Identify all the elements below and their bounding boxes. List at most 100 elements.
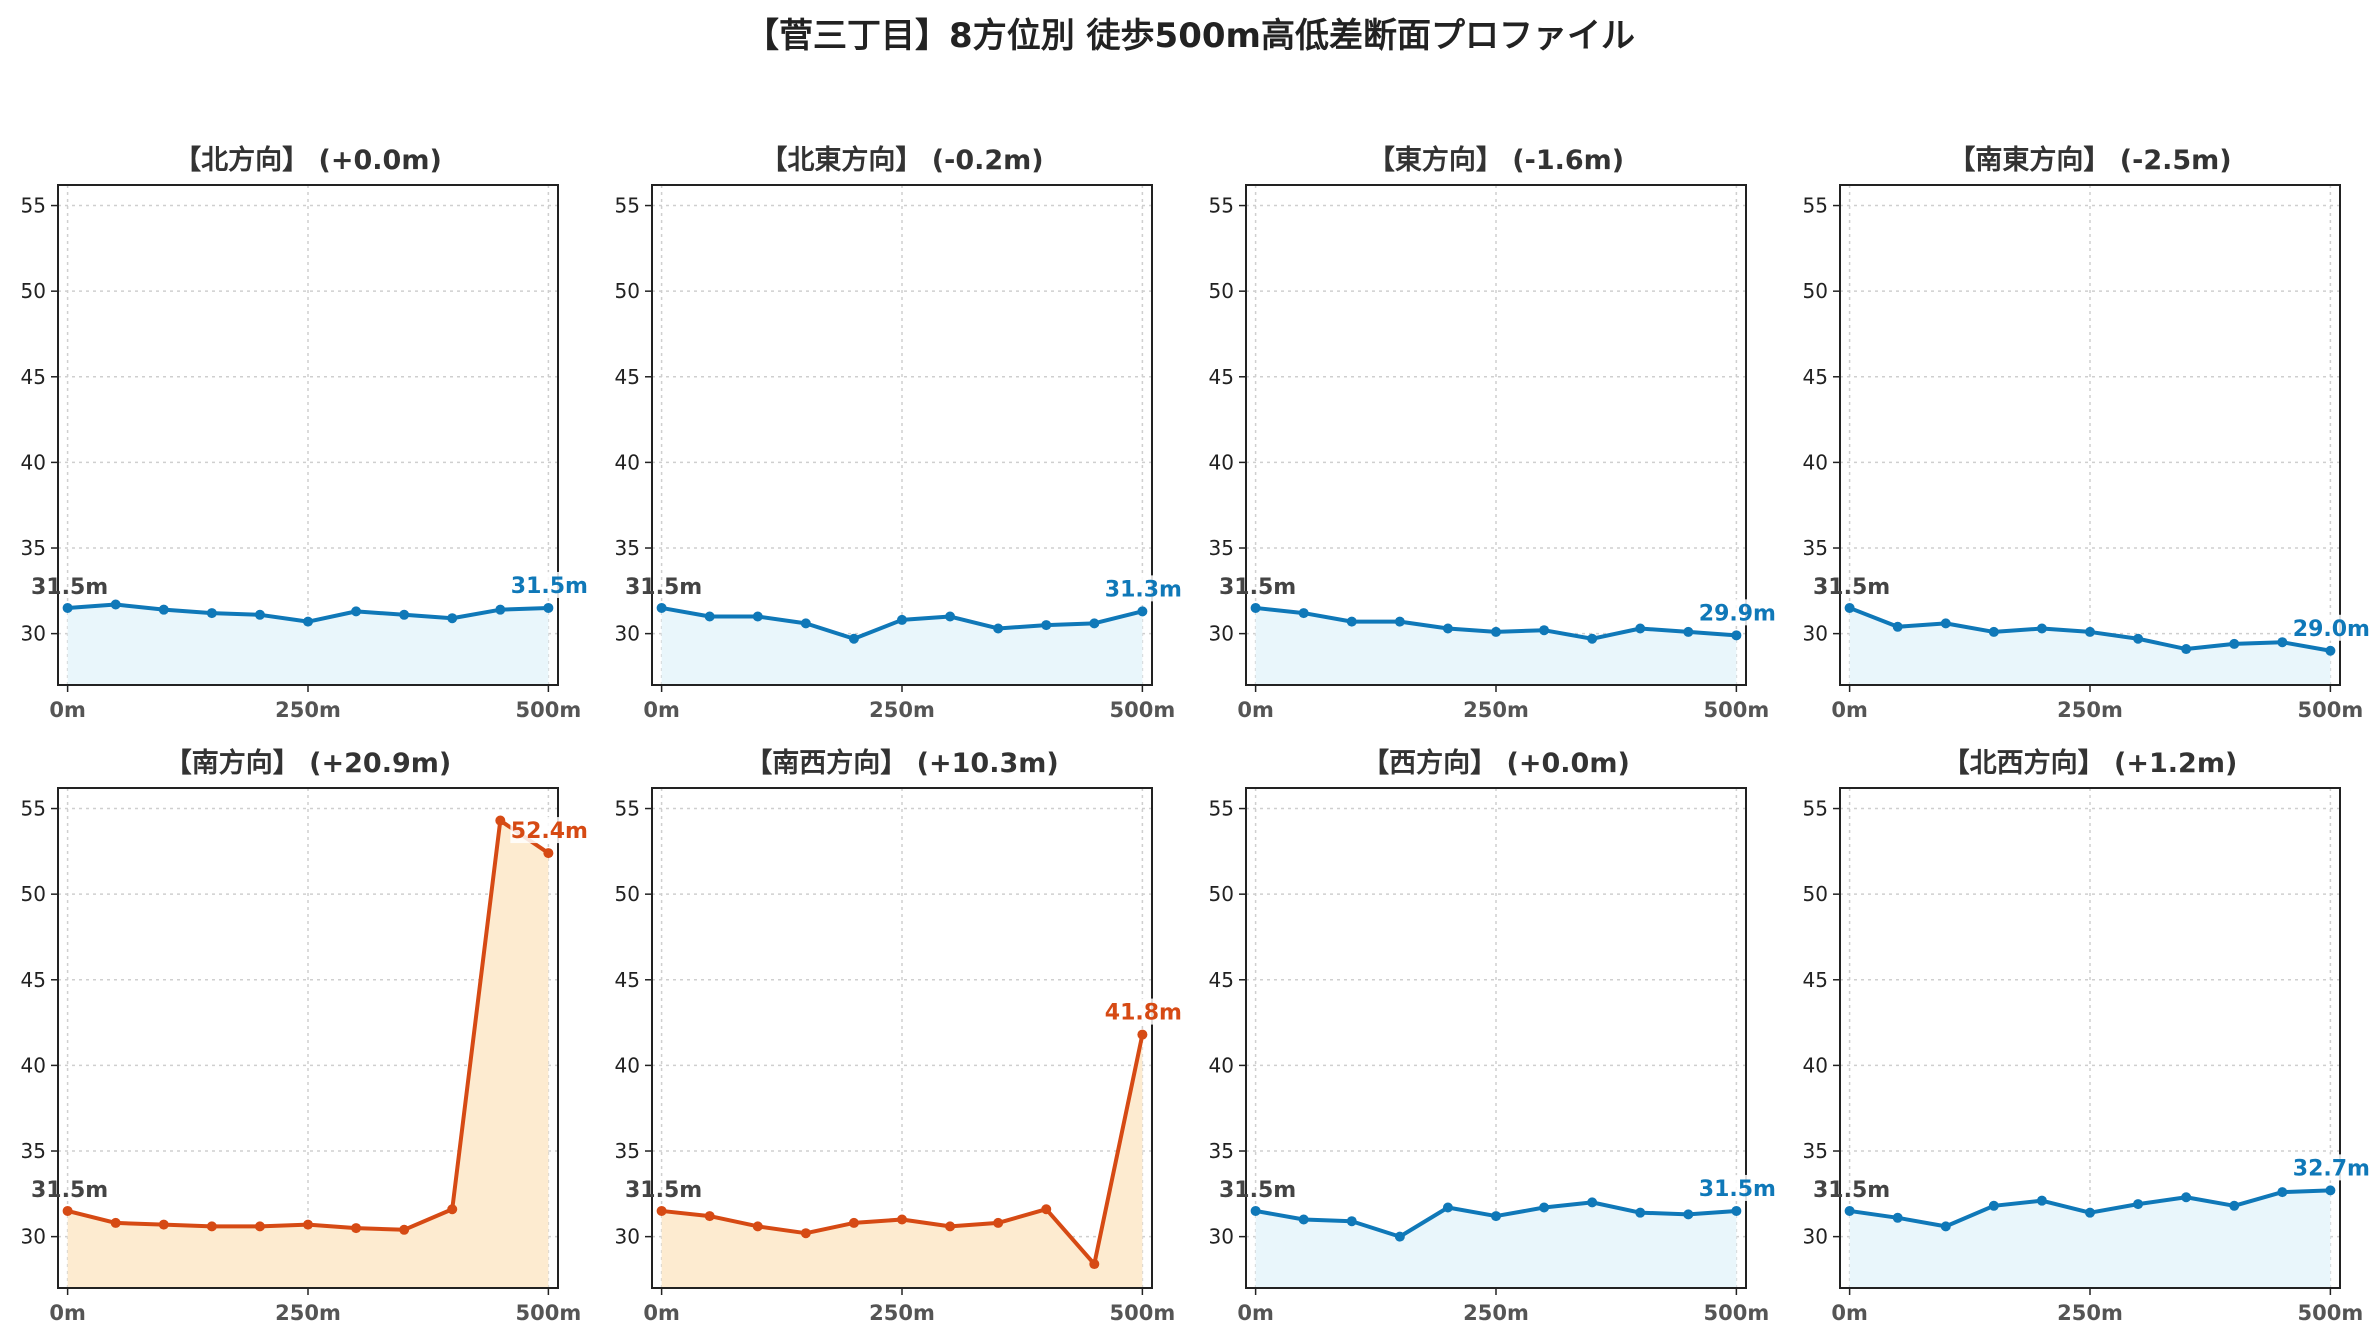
figure-title: 【菅三丁目】8方位別 徒歩500m高低差断面プロファイル (745, 16, 1635, 56)
data-point (1491, 1211, 1501, 1222)
y-tick-label: 40 (1803, 1053, 1828, 1077)
x-tick-label: 250m (1463, 698, 1529, 722)
data-point (800, 1228, 811, 1239)
data-point (62, 1205, 73, 1216)
data-point (1988, 1200, 1999, 1211)
axes-frame (651, 184, 1153, 686)
end-elevation-label: 41.8m (1105, 1001, 1182, 1026)
data-point (656, 1205, 667, 1216)
x-tick-label: 250m (275, 698, 341, 722)
start-elevation-label: 31.5m (31, 575, 108, 600)
y-tick-label: 55 (1803, 797, 1828, 821)
y-tick-label: 35 (1209, 1139, 1234, 1163)
y-tick-label: 30 (1803, 622, 1828, 646)
axes-frame (1245, 184, 1747, 686)
data-point (303, 1219, 313, 1230)
data-point (2133, 1199, 2144, 1210)
subplot-title: 【南方向】 (+20.9m) (165, 747, 451, 779)
data-point (254, 1221, 265, 1232)
y-tick-label: 55 (21, 194, 46, 218)
data-point (1041, 1204, 1052, 1215)
data-point (1635, 623, 1646, 634)
data-point (1394, 1231, 1405, 1242)
y-tick-label: 50 (1803, 882, 1828, 906)
data-point (1731, 1205, 1742, 1216)
end-elevation-label: 32.7m (2293, 1156, 2370, 1181)
y-tick-label: 40 (615, 450, 640, 474)
y-tick-label: 55 (1803, 194, 1828, 218)
data-point (1587, 633, 1598, 644)
data-point (1892, 621, 1903, 632)
x-tick-label: 0m (643, 698, 680, 722)
data-point (495, 815, 506, 826)
y-tick-label: 50 (1803, 279, 1828, 303)
area-fill (661, 1034, 1143, 1288)
y-tick-label: 50 (615, 882, 640, 906)
y-tick-label: 40 (21, 450, 46, 474)
start-elevation-label: 31.5m (1219, 575, 1296, 600)
data-point (1089, 618, 1100, 629)
start-elevation-label: 31.5m (625, 575, 702, 600)
area-fill (1255, 1202, 1737, 1288)
x-tick-label: 250m (2057, 1301, 2123, 1325)
data-point (1940, 618, 1951, 629)
data-point (993, 623, 1004, 634)
start-elevation-label: 31.5m (31, 1178, 108, 1203)
data-point (2277, 637, 2288, 648)
subplot-7: 【北西方向】 (+1.2m) 30 35 40 45 50 55 0m 250m 500m 31.5… (1803, 747, 2371, 1325)
data-point (1442, 623, 1453, 634)
y-tick-label: 45 (1803, 365, 1828, 389)
y-tick-label: 30 (21, 1225, 46, 1249)
y-tick-label: 45 (21, 968, 46, 992)
subplot-3: 【南東方向】 (-2.5m) 30 35 40 45 50 55 0m 250m 500m 31.5… (1803, 144, 2371, 722)
y-tick-label: 45 (1209, 365, 1234, 389)
y-tick-label: 35 (21, 536, 46, 560)
data-point (447, 1204, 458, 1215)
x-tick-label: 0m (1831, 698, 1868, 722)
data-point (543, 602, 554, 613)
y-tick-label: 45 (21, 365, 46, 389)
subplot-1: 【北東方向】 (-0.2m) 30 35 40 45 50 55 0m 250m 500m 31.5… (615, 144, 1183, 722)
data-point (1089, 1259, 1100, 1270)
subplot-6: 【西方向】 (+0.0m) 30 35 40 45 50 55 0m 250m 500m 31.5m… (1209, 747, 1777, 1325)
y-tick-label: 55 (615, 797, 640, 821)
subplot-title: 【北東方向】 (-0.2m) (760, 144, 1043, 176)
y-tick-label: 30 (615, 1225, 640, 1249)
data-point (848, 1217, 859, 1228)
data-point (1250, 602, 1261, 613)
y-tick-label: 30 (615, 622, 640, 646)
y-tick-label: 55 (1209, 194, 1234, 218)
y-tick-label: 40 (615, 1053, 640, 1077)
end-label-background (510, 817, 589, 844)
data-point (1892, 1212, 1903, 1223)
data-point (1137, 606, 1148, 617)
data-point (254, 609, 265, 620)
data-point (351, 606, 362, 617)
data-point (945, 1221, 956, 1232)
y-tick-label: 45 (1803, 968, 1828, 992)
y-tick-label: 45 (615, 365, 640, 389)
subplot-title: 【北西方向】 (+1.2m) (1943, 747, 2238, 779)
data-point (704, 611, 715, 622)
y-tick-label: 35 (1803, 536, 1828, 560)
y-tick-label: 35 (1209, 536, 1234, 560)
data-point (704, 1211, 715, 1222)
x-tick-label: 250m (2057, 698, 2123, 722)
end-label-background (2292, 614, 2371, 641)
x-tick-label: 500m (1110, 1301, 1176, 1325)
end-elevation-label: 52.4m (511, 819, 588, 844)
y-tick-label: 40 (1803, 450, 1828, 474)
data-point (656, 602, 667, 613)
data-point (1298, 1214, 1309, 1225)
y-tick-label: 50 (615, 279, 640, 303)
data-point (399, 1224, 410, 1235)
data-point (945, 611, 956, 622)
data-point (1394, 616, 1405, 627)
y-tick-label: 55 (21, 797, 46, 821)
area-fill (67, 820, 549, 1288)
y-tick-label: 30 (1209, 1225, 1234, 1249)
x-tick-label: 250m (1463, 1301, 1529, 1325)
data-point (2229, 638, 2240, 649)
data-point (2229, 1200, 2240, 1211)
data-point (1346, 1216, 1357, 1227)
